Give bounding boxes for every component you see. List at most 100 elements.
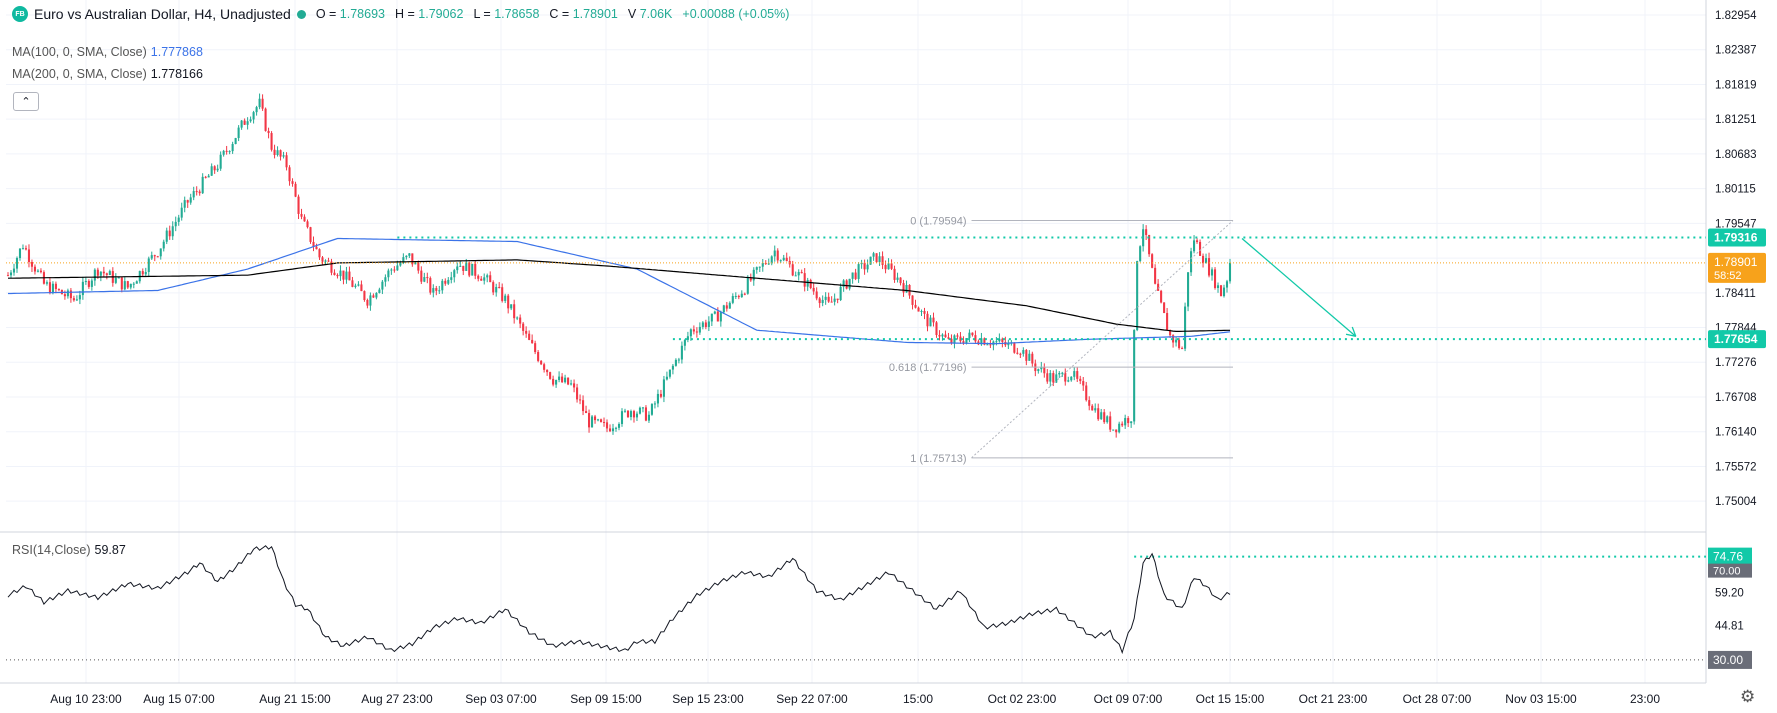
candle-body [549, 372, 552, 379]
time-axis-tick: Sep 03 07:00 [465, 692, 537, 706]
candle-body [1216, 285, 1220, 288]
candle-body [309, 227, 312, 242]
candle-body [276, 150, 279, 156]
candle-body [294, 183, 297, 197]
candle-body [354, 285, 357, 287]
candle-body [228, 151, 231, 153]
rsi-level-tag-label: 74.76 [1713, 550, 1743, 564]
candle-body [588, 413, 591, 428]
candle-body [683, 339, 686, 346]
rsi-legend[interactable]: RSI(14,Close) 59.87 [12, 543, 126, 557]
candle-body [285, 155, 288, 168]
candle-body [1076, 371, 1079, 379]
rsi-axis-tick: 59.20 [1715, 588, 1744, 600]
candle-body [411, 253, 414, 265]
candle-body [620, 411, 624, 424]
candle-body [510, 304, 513, 309]
candle-body [315, 246, 318, 250]
ma200-line [8, 259, 1230, 332]
price-axis-tick: 1.81251 [1715, 114, 1757, 126]
candle-body [300, 213, 303, 217]
candle-body [1154, 267, 1157, 284]
candle-body [596, 419, 600, 421]
candle-body [1199, 241, 1202, 256]
candle-body [1172, 335, 1175, 343]
candle-body [626, 410, 630, 418]
candle-body [387, 270, 390, 278]
candle-body [773, 250, 776, 257]
candle-body [935, 322, 938, 336]
candle-body [941, 334, 944, 337]
candle-body [288, 167, 291, 182]
candle-body [926, 313, 929, 327]
candle-body [893, 268, 896, 280]
candle-body [501, 287, 504, 301]
candle-body [599, 419, 603, 422]
candle-body [695, 331, 698, 333]
candle-body [1219, 285, 1223, 297]
candle-body [1091, 405, 1094, 411]
candle-body [1028, 353, 1031, 361]
candle-body [414, 262, 417, 265]
candle-body [36, 270, 39, 272]
candle-body [1175, 339, 1178, 343]
candle-body [282, 155, 285, 157]
ma100-line [8, 237, 1231, 345]
candle-body [1160, 290, 1163, 303]
candle-body [644, 407, 648, 421]
candle-body [279, 150, 282, 157]
ma200-legend[interactable]: MA(200, 0, SMA, Close) 1.778166 [12, 67, 203, 81]
candle-body [207, 175, 210, 178]
candle-body [1025, 350, 1028, 361]
candle-body [582, 400, 585, 412]
candle-body [728, 302, 731, 309]
candle-body [1007, 342, 1010, 346]
symbol-title[interactable]: Euro vs Australian Dollar, H4, Unadjuste… [34, 6, 291, 22]
candle-body [1049, 373, 1052, 382]
candle-body [306, 221, 309, 228]
candle-body [1052, 373, 1055, 383]
candle-body [201, 176, 204, 194]
candle-body [1145, 229, 1148, 235]
candle-body [1037, 369, 1040, 372]
level-price-tag-label: 1.79316 [1714, 231, 1758, 245]
candle-body [920, 310, 923, 312]
candle-body [881, 256, 884, 265]
candle-body [420, 270, 423, 282]
level-price-tag-label: 1.77654 [1714, 332, 1758, 346]
price-axis-tick: 1.81819 [1715, 79, 1757, 91]
candle-body [1061, 372, 1064, 374]
candle-body [291, 181, 294, 184]
candle-body [779, 260, 782, 262]
candle-body [483, 277, 486, 281]
ma100-legend[interactable]: MA(100, 0, SMA, Close) 1.777868 [12, 45, 203, 59]
candle-body [108, 271, 111, 275]
candle-body [519, 317, 522, 324]
candle-body [887, 263, 890, 270]
candle-body [749, 277, 752, 281]
candle-body [468, 262, 471, 276]
time-axis-tick: Oct 28 07:00 [1403, 692, 1472, 706]
candle-body [851, 272, 854, 279]
candle-body [489, 275, 492, 283]
candle-body [1193, 240, 1196, 252]
candle-body [417, 262, 420, 271]
candle-body [1082, 381, 1085, 386]
collapse-legend-button[interactable]: ⌃ [13, 92, 39, 111]
candle-body [758, 266, 761, 268]
candle-body [477, 275, 480, 279]
candle-body [740, 293, 743, 298]
candle-body [6, 275, 10, 277]
candle-body [516, 317, 519, 319]
time-axis-tick: Sep 15 23:00 [672, 692, 744, 706]
candle-body [372, 295, 375, 298]
settings-gear-icon[interactable]: ⚙ [1740, 687, 1756, 706]
candle-body [1064, 372, 1067, 382]
candle-body [917, 307, 920, 312]
candle-body [806, 279, 809, 287]
candle-body [513, 304, 516, 319]
candle-body [330, 261, 333, 273]
candle-body [120, 277, 123, 290]
candle-body [240, 120, 243, 128]
candle-body [1148, 234, 1151, 255]
